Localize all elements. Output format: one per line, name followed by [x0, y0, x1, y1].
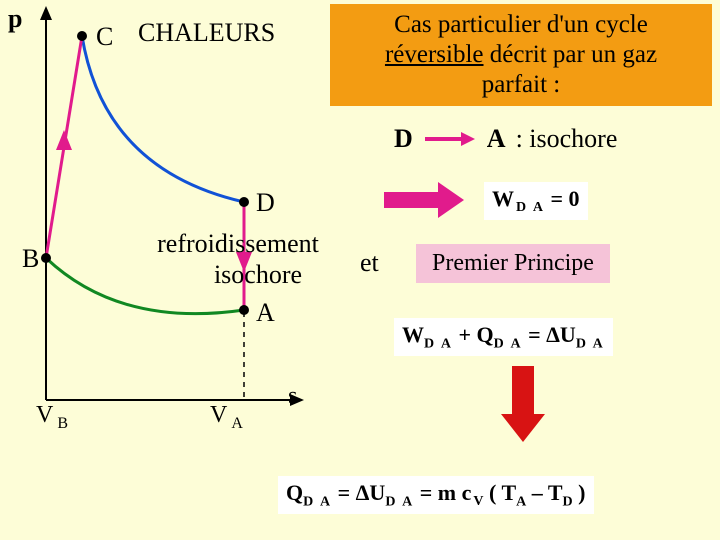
p-axis-label: p [8, 4, 22, 34]
legend-arrow-icon [423, 128, 477, 150]
vb-label: VB [36, 402, 68, 433]
magenta-arrow-icon [382, 180, 466, 220]
point-b [41, 253, 51, 263]
curve-c-d [82, 36, 244, 202]
point-a [239, 305, 249, 315]
va-label: VA [210, 402, 243, 433]
refroidissement-label: refroidissement isochore [128, 230, 348, 289]
point-d [239, 197, 249, 207]
arrow-b-c [56, 130, 72, 150]
label-c: C [96, 22, 113, 52]
legend-d-a-isochore: D A : isochore [394, 124, 617, 154]
label-b: B [22, 244, 39, 274]
label-d: D [256, 188, 275, 218]
chaleurs-heading: CHALEURS [138, 18, 275, 48]
formula-qda-mcv: QD A = ΔUD A = m cV ( TA – TD ) [278, 476, 594, 514]
s-axis-label: s [288, 383, 297, 410]
red-down-arrow-icon [500, 364, 546, 444]
point-c [77, 31, 87, 41]
premier-principe-box: Premier Principe [416, 244, 610, 283]
label-a: A [256, 298, 275, 328]
et-label: et [360, 248, 379, 278]
formula-wda-zero: WD A = 0 [484, 182, 588, 220]
title-box: Cas particulier d'un cycle réversible dé… [330, 4, 712, 106]
formula-first-law: WD A + QD A = ΔUD A [394, 318, 613, 356]
